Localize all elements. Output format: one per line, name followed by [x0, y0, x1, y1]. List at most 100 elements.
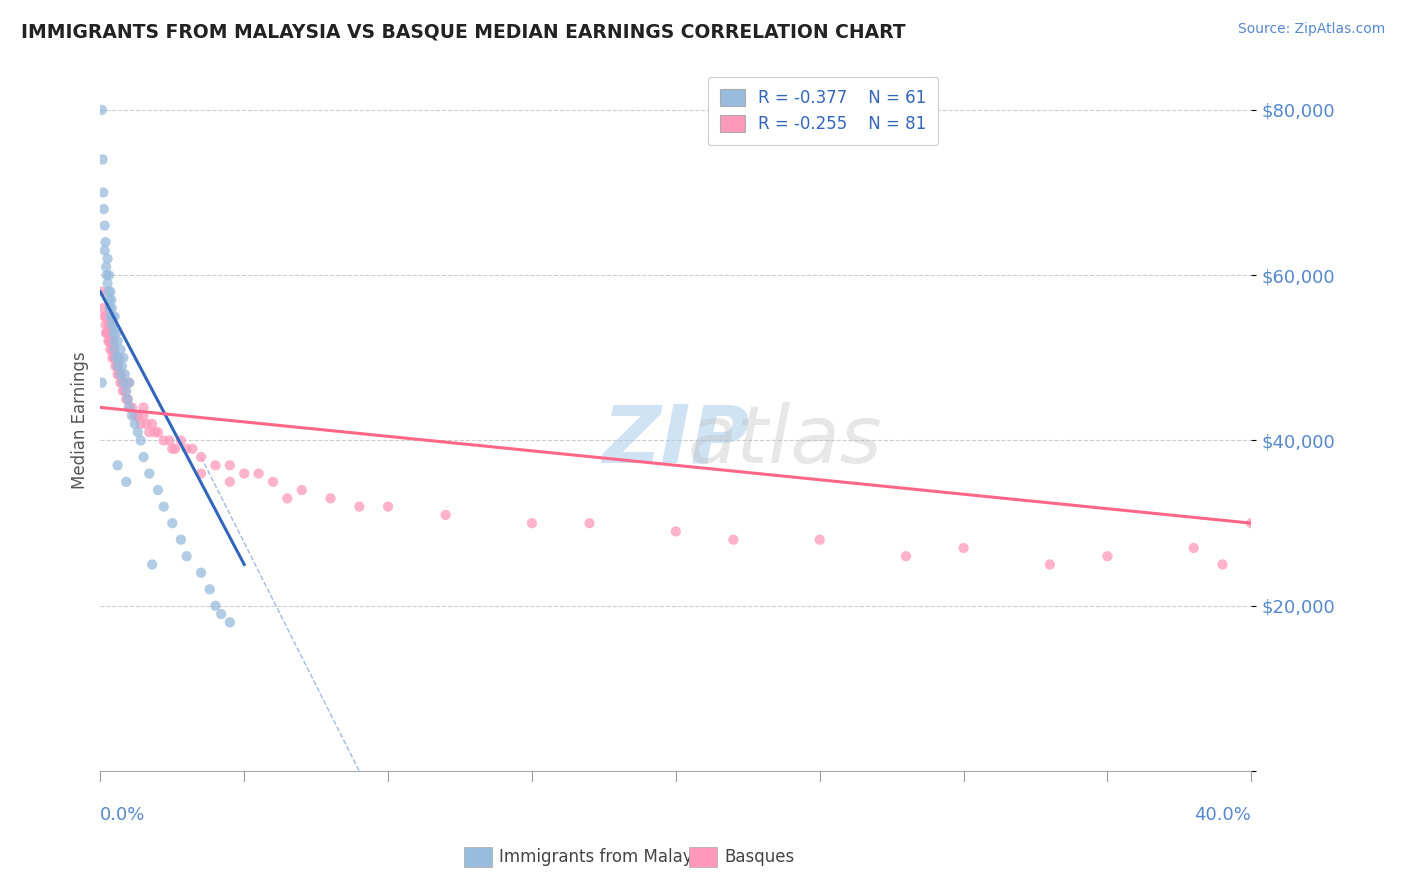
Point: [94, 310, 117, 324]
Point: [233, 467, 256, 481]
Point: [1097, 549, 1119, 564]
Point: [90, 103, 112, 117]
Point: [247, 467, 270, 481]
Point: [377, 500, 399, 514]
Point: [101, 301, 124, 316]
Point: [165, 442, 187, 456]
Y-axis label: Median Earnings: Median Earnings: [72, 351, 89, 489]
Point: [170, 533, 193, 547]
Point: [98, 293, 121, 307]
Point: [146, 425, 169, 440]
Point: [105, 351, 128, 365]
Point: [127, 409, 149, 423]
Point: [262, 475, 284, 489]
Point: [101, 318, 124, 332]
Point: [218, 615, 240, 630]
Point: [349, 500, 371, 514]
Point: [90, 376, 112, 390]
Legend: R = -0.377    N = 61, R = -0.255    N = 81: R = -0.377 N = 61, R = -0.255 N = 81: [709, 77, 938, 145]
Point: [124, 409, 146, 423]
Point: [101, 310, 124, 324]
Point: [1039, 558, 1062, 572]
Point: [96, 277, 118, 291]
Point: [98, 318, 121, 332]
Point: [291, 483, 314, 497]
Point: [105, 351, 128, 365]
Point: [152, 500, 174, 514]
Point: [808, 533, 831, 547]
Point: [204, 458, 226, 473]
Point: [94, 318, 117, 332]
Point: [96, 268, 118, 282]
Point: [103, 318, 125, 332]
Point: [114, 384, 136, 398]
Point: [170, 434, 193, 448]
Point: [132, 409, 155, 423]
Point: [96, 326, 118, 340]
Point: [91, 186, 114, 200]
Text: 0.0%: 0.0%: [100, 806, 146, 824]
Point: [105, 326, 128, 340]
Point: [94, 260, 117, 274]
Point: [176, 549, 198, 564]
Point: [110, 368, 132, 382]
Point: [98, 268, 121, 282]
Point: [103, 343, 125, 357]
Point: [129, 434, 152, 448]
Point: [108, 368, 131, 382]
Text: IMMIGRANTS FROM MALAYSIA VS BASQUE MEDIAN EARNINGS CORRELATION CHART: IMMIGRANTS FROM MALAYSIA VS BASQUE MEDIA…: [21, 22, 905, 41]
Point: [107, 359, 129, 373]
Point: [97, 334, 120, 349]
Point: [107, 458, 129, 473]
Point: [894, 549, 917, 564]
Point: [100, 285, 122, 299]
Text: ZIP: ZIP: [602, 402, 749, 480]
Point: [162, 442, 184, 456]
Point: [520, 516, 543, 530]
Point: [110, 376, 132, 390]
Point: [578, 516, 600, 530]
Point: [91, 153, 114, 167]
Point: [1240, 516, 1263, 530]
Point: [90, 285, 112, 299]
Point: [665, 524, 688, 539]
Point: [190, 467, 212, 481]
Point: [108, 368, 131, 382]
Point: [218, 475, 240, 489]
Text: Immigrants from Malaysia: Immigrants from Malaysia: [499, 848, 716, 866]
Point: [118, 401, 141, 415]
Point: [107, 351, 129, 365]
Point: [723, 533, 745, 547]
Point: [198, 582, 221, 597]
Point: [112, 376, 135, 390]
Point: [104, 343, 127, 357]
Point: [111, 376, 134, 390]
Point: [1211, 558, 1233, 572]
Point: [138, 467, 160, 481]
Point: [141, 417, 163, 431]
Point: [101, 351, 124, 365]
Point: [108, 351, 131, 365]
Point: [93, 219, 115, 233]
Point: [94, 326, 117, 340]
Point: [107, 368, 129, 382]
Point: [101, 343, 124, 357]
Point: [141, 558, 163, 572]
Point: [94, 235, 117, 249]
Point: [1182, 541, 1205, 555]
Point: [181, 442, 204, 456]
Point: [107, 359, 129, 373]
Point: [110, 368, 132, 382]
Point: [98, 334, 121, 349]
Point: [176, 442, 198, 456]
Point: [100, 334, 122, 349]
Point: [115, 475, 138, 489]
Point: [204, 599, 226, 613]
Point: [127, 425, 149, 440]
Point: [104, 351, 127, 365]
Point: [157, 434, 180, 448]
Point: [112, 351, 135, 365]
Point: [104, 359, 127, 373]
Point: [103, 334, 125, 349]
Point: [138, 425, 160, 440]
